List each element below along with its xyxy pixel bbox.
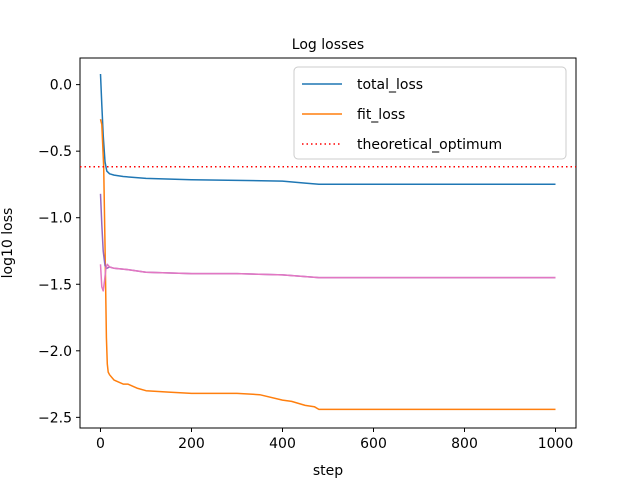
axes-frame [79, 57, 577, 429]
y-axis-ticks: 0.0 −0.5 −1.0 −1.5 −2.0 −2.5 [38, 78, 80, 426]
x-axis-ticks: 0 200 400 600 800 1000 [96, 428, 573, 452]
y-tick-label: −2.0 [38, 344, 72, 360]
plot-area [79, 57, 577, 429]
x-axis-label: step [313, 463, 343, 479]
x-tick-label: 200 [178, 436, 205, 452]
y-tick-label: −0.5 [38, 144, 72, 160]
series-line-unlabeled-2 [99, 193, 556, 279]
y-tick-label: 0.0 [50, 78, 72, 94]
legend-label-theoretical_optimum: theoretical_optimum [357, 137, 502, 153]
chart-title: Log losses [292, 37, 364, 53]
legend-label-total_loss: total_loss [357, 77, 423, 93]
x-tick-label: 1000 [538, 436, 574, 452]
legend-box [293, 66, 567, 160]
y-tick-label: −1.0 [38, 211, 72, 227]
x-tick-label: 0 [96, 436, 105, 452]
x-tick-label: 400 [269, 436, 296, 452]
series-line-unlabeled-3 [99, 263, 556, 292]
x-tick-label: 800 [451, 436, 478, 452]
y-tick-label: −1.5 [38, 277, 72, 293]
legend-label-fit_loss: fit_loss [357, 107, 405, 123]
series-line-total_loss [99, 73, 556, 185]
series-line-fit_loss [99, 119, 556, 411]
series-lines [99, 73, 556, 411]
legend: total_loss fit_loss theoretical_optimum [293, 66, 567, 160]
y-tick-label: −2.5 [38, 410, 72, 426]
x-tick-label: 600 [360, 436, 387, 452]
y-axis-label: log10 loss [0, 208, 16, 279]
